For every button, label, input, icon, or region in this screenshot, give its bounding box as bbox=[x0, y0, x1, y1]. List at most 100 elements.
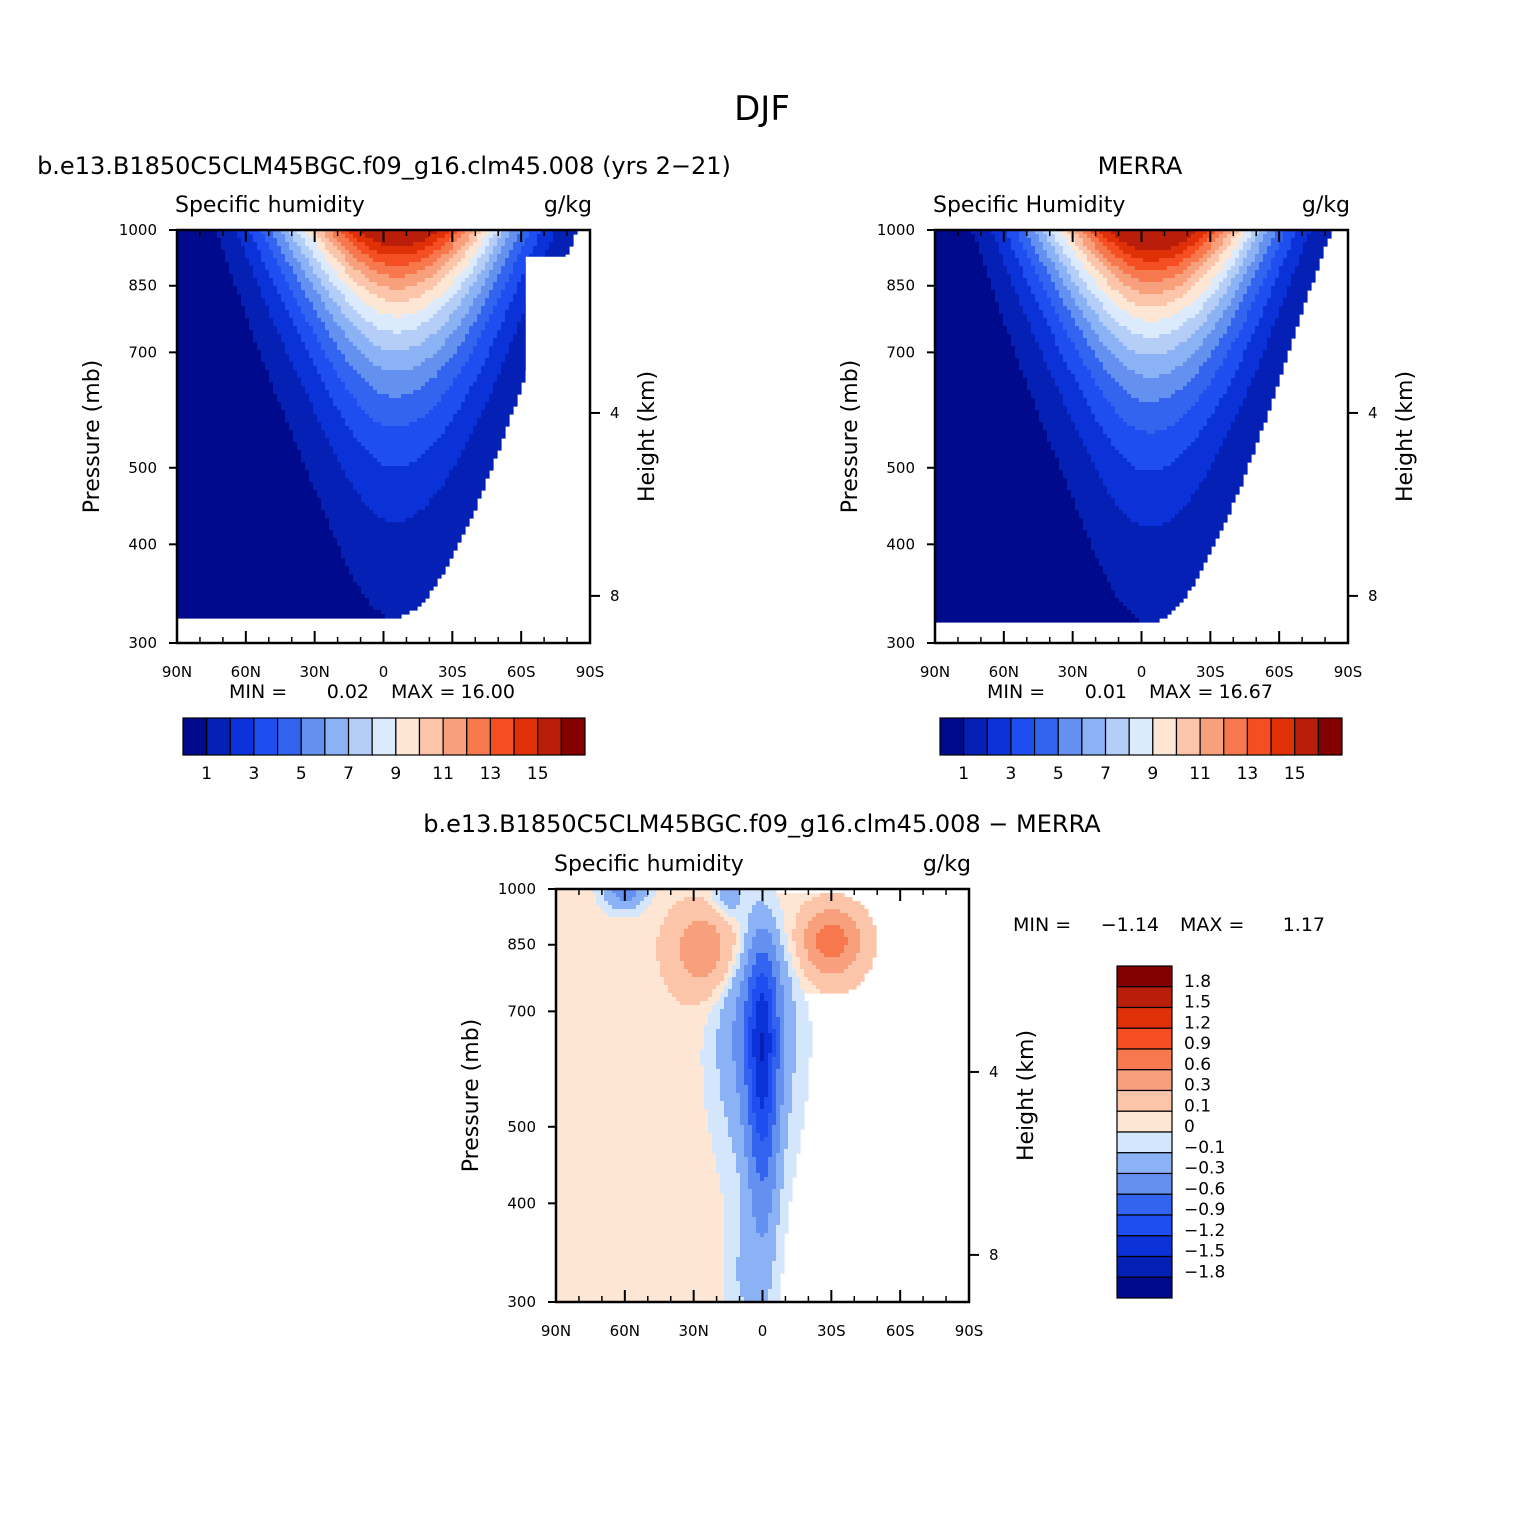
field-cell bbox=[728, 977, 733, 982]
field-cell bbox=[1095, 266, 1108, 271]
field-cell bbox=[792, 1081, 809, 1086]
field-cell bbox=[732, 945, 741, 950]
colorbar-label: 7 bbox=[1100, 764, 1111, 784]
field-cell bbox=[321, 282, 334, 287]
x-tick-label: 90N bbox=[162, 663, 192, 681]
field-cell bbox=[509, 342, 538, 347]
field-cell bbox=[1115, 234, 1192, 239]
min-value: 0.02 bbox=[327, 681, 369, 703]
field-cell bbox=[1107, 326, 1128, 331]
field-cell bbox=[704, 897, 713, 902]
field-cell bbox=[556, 913, 609, 918]
field-cell bbox=[704, 1105, 725, 1110]
field-cell bbox=[1167, 350, 1196, 355]
colorbar-box bbox=[1116, 1069, 1173, 1092]
topography-mask bbox=[525, 256, 590, 643]
field-cell bbox=[752, 1013, 757, 1018]
field-cell bbox=[1079, 382, 1096, 387]
field-cell bbox=[788, 969, 797, 974]
field-cell bbox=[1087, 530, 1220, 535]
field-cell bbox=[648, 893, 657, 898]
field-cell bbox=[301, 250, 314, 255]
field-cell bbox=[1099, 258, 1108, 263]
field-cell bbox=[740, 1177, 749, 1182]
field-cell bbox=[772, 1149, 781, 1154]
field-cell bbox=[756, 1165, 769, 1170]
field-cell bbox=[489, 350, 510, 355]
field-cell bbox=[776, 1001, 785, 1006]
field-cell bbox=[768, 1165, 777, 1170]
field-cell bbox=[935, 286, 992, 291]
field-cell bbox=[935, 590, 1116, 595]
field-cell bbox=[329, 438, 358, 443]
field-cell bbox=[1071, 490, 1108, 495]
field-cell bbox=[760, 1173, 769, 1178]
field-cell bbox=[1099, 558, 1208, 563]
field-cell bbox=[1119, 382, 1188, 387]
field-cell bbox=[261, 358, 290, 363]
field-cell bbox=[461, 370, 482, 375]
field-cell bbox=[1251, 262, 1260, 267]
field-cell bbox=[1039, 410, 1068, 415]
field-cell bbox=[505, 310, 526, 315]
field-cell bbox=[177, 478, 310, 483]
field-cell bbox=[768, 1017, 773, 1022]
panel-title: b.e13.B1850C5CLM45BGC.f09_g16.clm45.008 … bbox=[423, 810, 1101, 838]
field-cell bbox=[425, 266, 442, 271]
field-cell bbox=[357, 370, 438, 375]
field-cell bbox=[489, 230, 498, 235]
field-cell bbox=[177, 322, 250, 327]
field-cell bbox=[784, 1021, 797, 1026]
field-cell bbox=[712, 893, 721, 898]
field-cell bbox=[756, 1025, 769, 1030]
field-cell bbox=[816, 945, 845, 950]
field-cell bbox=[556, 1249, 725, 1254]
field-cell bbox=[509, 274, 522, 279]
field-cell bbox=[776, 1097, 785, 1102]
field-cell bbox=[1271, 334, 1296, 339]
min-label: MIN = bbox=[987, 681, 1045, 703]
field-cell bbox=[481, 290, 490, 295]
field-cell bbox=[736, 1061, 745, 1066]
field-cell bbox=[764, 1037, 773, 1042]
field-cell bbox=[481, 414, 510, 419]
field-cell bbox=[1083, 522, 1140, 527]
field-cell bbox=[748, 953, 757, 958]
field-cell bbox=[995, 234, 1008, 239]
field-cell bbox=[333, 234, 346, 239]
field-cell bbox=[1283, 238, 1292, 243]
field-cell bbox=[740, 1281, 773, 1286]
field-cell bbox=[285, 302, 298, 307]
field-cell bbox=[257, 282, 274, 287]
field-cell bbox=[1091, 454, 1124, 459]
field-cell bbox=[1083, 314, 1100, 319]
field-cell bbox=[1111, 350, 1136, 355]
field-cell bbox=[800, 981, 813, 986]
field-cell bbox=[728, 1117, 741, 1122]
field-cell bbox=[1195, 314, 1208, 319]
field-cell bbox=[724, 997, 737, 1002]
field-cell bbox=[772, 1285, 781, 1290]
field-cell bbox=[704, 1085, 721, 1090]
field-cell bbox=[1195, 242, 1204, 247]
y2-tick-label: 8 bbox=[989, 1246, 999, 1264]
field-cell bbox=[457, 346, 474, 351]
field-cell bbox=[357, 398, 442, 403]
field-cell bbox=[465, 242, 474, 247]
field-cell bbox=[772, 1081, 777, 1086]
max-label: MAX = bbox=[1149, 681, 1213, 703]
field-cell bbox=[740, 921, 749, 926]
field-cell bbox=[776, 993, 785, 998]
field-cell bbox=[556, 925, 661, 930]
field-cell bbox=[732, 1137, 745, 1142]
field-cell bbox=[1087, 298, 1100, 303]
field-cell bbox=[521, 230, 530, 235]
colorbar-label: 1.8 bbox=[1184, 972, 1211, 992]
field-cell bbox=[776, 1229, 789, 1234]
field-cell bbox=[1175, 286, 1192, 291]
field-cell bbox=[273, 234, 286, 239]
field-cell bbox=[1159, 318, 1188, 323]
field-cell bbox=[796, 921, 809, 926]
field-cell bbox=[337, 258, 346, 263]
field-cell bbox=[1087, 246, 1096, 251]
